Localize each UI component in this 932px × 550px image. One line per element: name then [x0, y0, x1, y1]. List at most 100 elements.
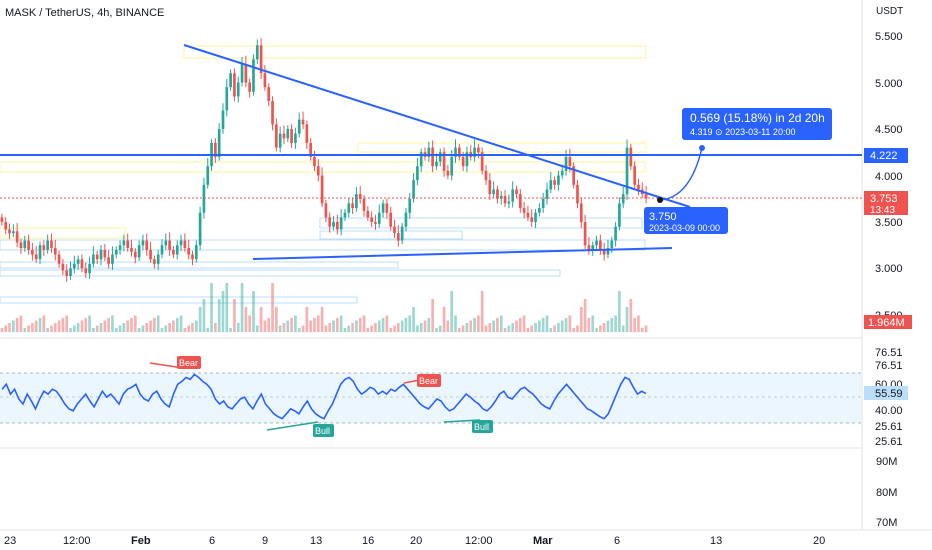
volume-bar-137: [522, 315, 526, 332]
candle-body-0: [0, 217, 4, 222]
volume-bar-135: [515, 320, 518, 332]
volume-bar-148: [564, 318, 568, 332]
rsi-value-text: 55.59: [875, 388, 903, 400]
volume-bar-22: [84, 318, 88, 332]
volume-bar-74: [282, 323, 286, 332]
candle-body-142: [541, 198, 545, 209]
candle-body-23: [88, 263, 91, 274]
volume-bar-164: [625, 307, 629, 332]
candle-body-72: [275, 124, 278, 148]
projection-sub-text: 4.319 ⊙ 2023-03-11 20:00: [690, 127, 795, 137]
candle-body-52: [198, 212, 202, 246]
volume-bar-128: [488, 323, 492, 332]
highlight-zones: [0, 45, 647, 304]
volume-bar-118: [450, 291, 454, 332]
candle-body-119: [454, 147, 457, 157]
candle-body-104: [396, 233, 400, 241]
volume-bar-25: [95, 325, 99, 332]
volume-tick-90m: 90M: [876, 456, 897, 468]
candle-body-115: [438, 152, 442, 162]
volume-bar-141: [538, 320, 541, 332]
candle-body-147: [560, 170, 564, 176]
volume-bar-41: [156, 315, 160, 332]
candle-body-39: [149, 249, 152, 260]
candle-body-134: [511, 189, 515, 202]
candle-body-48: [183, 240, 187, 249]
volume-bar-44: [168, 323, 171, 332]
candle-body-37: [141, 240, 145, 246]
volume-bar-49: [187, 325, 191, 332]
candle-body-27: [103, 249, 107, 258]
candle-body-159: [606, 248, 610, 255]
time-label-1200-b: 12:00: [465, 535, 493, 547]
descending-trendline[interactable]: [183, 44, 691, 208]
volume-bar-154: [587, 318, 591, 332]
volume-bar-129: [492, 320, 495, 332]
volume-bar-110: [419, 323, 423, 332]
volume-bar-78: [297, 328, 301, 332]
candle-body-120: [457, 147, 461, 157]
volume-bar-90: [343, 328, 347, 332]
highlight-zone-0: [183, 45, 647, 59]
volume-bar-144: [549, 328, 553, 332]
candle-body-34: [130, 248, 133, 252]
candle-body-161: [614, 226, 617, 241]
bear-label-1: [177, 356, 201, 369]
candle-body-146: [557, 175, 560, 185]
candle-body-9: [34, 254, 38, 260]
volume-bar-146: [557, 323, 560, 332]
time-label-13-mar: 13: [710, 535, 722, 547]
candle-body-74: [282, 133, 286, 139]
volume-bar-93: [355, 320, 358, 332]
candle-body-65: [248, 82, 252, 92]
volume-bar-60: [229, 328, 232, 332]
candle-body-79: [301, 119, 305, 125]
volume-bar-136: [518, 318, 522, 332]
volume-bar-56: [214, 323, 217, 332]
price-tick-5500: 5.500: [875, 31, 903, 43]
point-callout: [644, 207, 728, 234]
candle-body-154: [587, 245, 591, 250]
candle-body-28: [107, 257, 110, 264]
candle-body-4: [15, 231, 19, 243]
volume-bar-108: [412, 307, 415, 332]
volume-bar-48: [183, 328, 187, 332]
volume-bar-1: [4, 325, 8, 332]
candle-body-50: [191, 254, 194, 260]
volume-bar-18: [69, 328, 72, 332]
point-time-text: 2023-03-09 00:00: [649, 223, 720, 233]
candle-body-64: [244, 63, 248, 83]
candle-body-109: [416, 166, 419, 181]
volume-bar-102: [389, 328, 393, 332]
candle-body-68: [259, 45, 263, 74]
projection-start-point[interactable]: [657, 197, 663, 203]
candle-body-100: [381, 203, 385, 213]
candle-body-113: [431, 147, 434, 167]
candle-body-36: [137, 245, 141, 258]
volume-bar-65: [248, 315, 252, 332]
candle-body-153: [583, 222, 587, 246]
volume-bar-91: [347, 325, 351, 332]
candle-body-66: [252, 59, 255, 92]
candle-body-77: [294, 133, 297, 143]
time-label-6-mar: 6: [614, 535, 620, 547]
candle-body-132: [503, 195, 507, 204]
volume-bar-97: [370, 325, 373, 332]
candle-body-167: [637, 184, 640, 190]
rsi-tick-lower-b: 25.61: [875, 436, 903, 448]
volume-bar-76: [290, 318, 293, 332]
projection-end-point[interactable]: [699, 145, 705, 151]
volume-bar-111: [423, 320, 427, 332]
candle-body-62: [236, 82, 240, 97]
projection-main-text: 0.569 (15.18%) in 2d 20h: [690, 111, 825, 125]
volume-bar-84: [320, 307, 324, 332]
candle-body-87: [332, 222, 335, 227]
candle-body-71: [271, 101, 274, 125]
candle-body-101: [385, 203, 389, 213]
volume-bar-29: [111, 315, 114, 332]
volume-bar-63: [240, 283, 244, 332]
support-trendline[interactable]: [252, 247, 673, 260]
volume-bar-57: [217, 299, 221, 332]
volume-bar-5: [19, 315, 23, 332]
